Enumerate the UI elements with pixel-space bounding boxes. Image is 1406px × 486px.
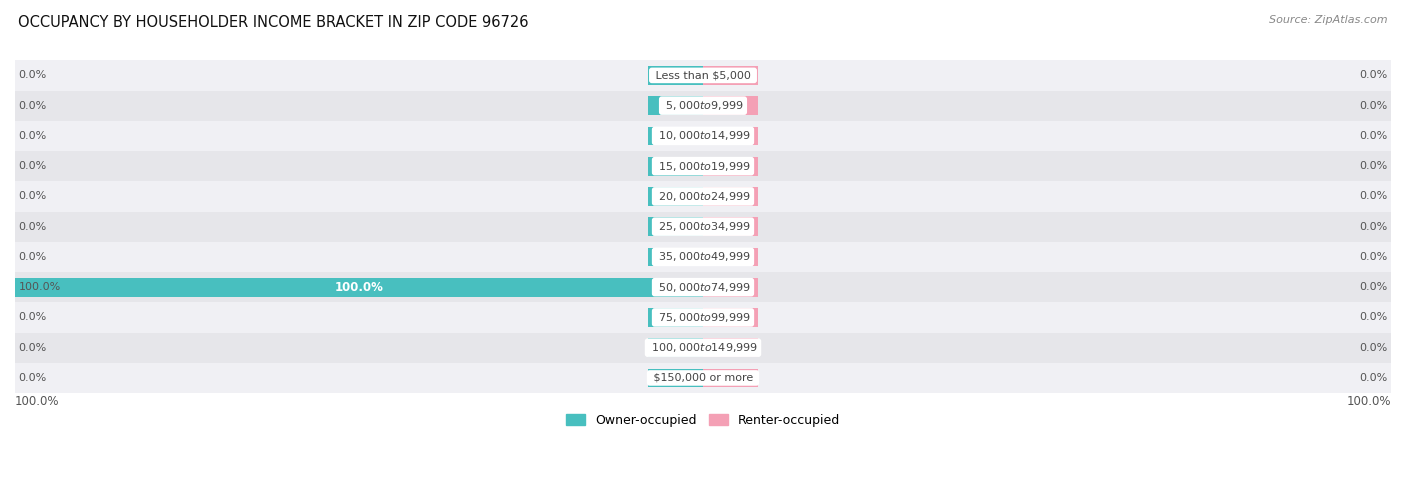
Bar [648, 126, 703, 145]
Text: Less than $5,000: Less than $5,000 [652, 70, 754, 80]
Text: 0.0%: 0.0% [18, 131, 46, 141]
Text: 0.0%: 0.0% [1360, 282, 1388, 292]
Text: 0.0%: 0.0% [1360, 70, 1388, 80]
Bar [15, 151, 1391, 181]
Bar [15, 242, 1391, 272]
Text: 0.0%: 0.0% [1360, 222, 1388, 232]
Bar [703, 338, 758, 357]
Bar [703, 187, 758, 206]
Text: 0.0%: 0.0% [1360, 252, 1388, 262]
Bar [15, 211, 1391, 242]
Bar [15, 272, 1391, 302]
Text: 0.0%: 0.0% [1360, 191, 1388, 201]
Bar [648, 368, 703, 387]
Bar [703, 217, 758, 236]
Bar [15, 332, 1391, 363]
Bar [703, 66, 758, 85]
Bar [703, 247, 758, 266]
Text: $10,000 to $14,999: $10,000 to $14,999 [655, 129, 751, 142]
Text: $5,000 to $9,999: $5,000 to $9,999 [662, 99, 744, 112]
Text: 0.0%: 0.0% [18, 161, 46, 171]
Bar [648, 66, 703, 85]
Text: 0.0%: 0.0% [1360, 373, 1388, 383]
Text: 0.0%: 0.0% [1360, 312, 1388, 322]
Bar [703, 96, 758, 115]
Text: 0.0%: 0.0% [18, 191, 46, 201]
Text: $150,000 or more: $150,000 or more [650, 373, 756, 383]
Text: 100.0%: 100.0% [335, 281, 384, 294]
Text: $15,000 to $19,999: $15,000 to $19,999 [655, 159, 751, 173]
Text: 0.0%: 0.0% [1360, 131, 1388, 141]
Bar [703, 157, 758, 175]
Text: 0.0%: 0.0% [18, 373, 46, 383]
Text: $75,000 to $99,999: $75,000 to $99,999 [655, 311, 751, 324]
Text: 0.0%: 0.0% [18, 70, 46, 80]
Text: OCCUPANCY BY HOUSEHOLDER INCOME BRACKET IN ZIP CODE 96726: OCCUPANCY BY HOUSEHOLDER INCOME BRACKET … [18, 15, 529, 30]
Bar [15, 60, 1391, 90]
Bar [648, 308, 703, 327]
Bar [703, 368, 758, 387]
Text: 100.0%: 100.0% [18, 282, 60, 292]
Bar [648, 157, 703, 175]
Bar [15, 278, 703, 296]
Bar [648, 217, 703, 236]
Text: 100.0%: 100.0% [15, 395, 59, 408]
Text: $35,000 to $49,999: $35,000 to $49,999 [655, 250, 751, 263]
Text: 0.0%: 0.0% [18, 222, 46, 232]
Bar [648, 96, 703, 115]
Bar [15, 302, 1391, 332]
Bar [648, 338, 703, 357]
Text: 0.0%: 0.0% [18, 312, 46, 322]
Bar [15, 90, 1391, 121]
Text: 0.0%: 0.0% [1360, 343, 1388, 353]
Bar [648, 187, 703, 206]
Bar [15, 363, 1391, 393]
Text: 0.0%: 0.0% [1360, 101, 1388, 111]
Text: $20,000 to $24,999: $20,000 to $24,999 [655, 190, 751, 203]
Bar [703, 308, 758, 327]
Text: $25,000 to $34,999: $25,000 to $34,999 [655, 220, 751, 233]
Bar [648, 247, 703, 266]
Text: $50,000 to $74,999: $50,000 to $74,999 [655, 281, 751, 294]
Bar [703, 126, 758, 145]
Text: 0.0%: 0.0% [1360, 161, 1388, 171]
Text: 0.0%: 0.0% [18, 101, 46, 111]
Text: $100,000 to $149,999: $100,000 to $149,999 [648, 341, 758, 354]
Text: 0.0%: 0.0% [18, 252, 46, 262]
Bar [15, 181, 1391, 211]
Legend: Owner-occupied, Renter-occupied: Owner-occupied, Renter-occupied [561, 409, 845, 432]
Text: Source: ZipAtlas.com: Source: ZipAtlas.com [1270, 15, 1388, 25]
Bar [15, 121, 1391, 151]
Bar [703, 278, 758, 296]
Text: 100.0%: 100.0% [1347, 395, 1391, 408]
Text: 0.0%: 0.0% [18, 343, 46, 353]
